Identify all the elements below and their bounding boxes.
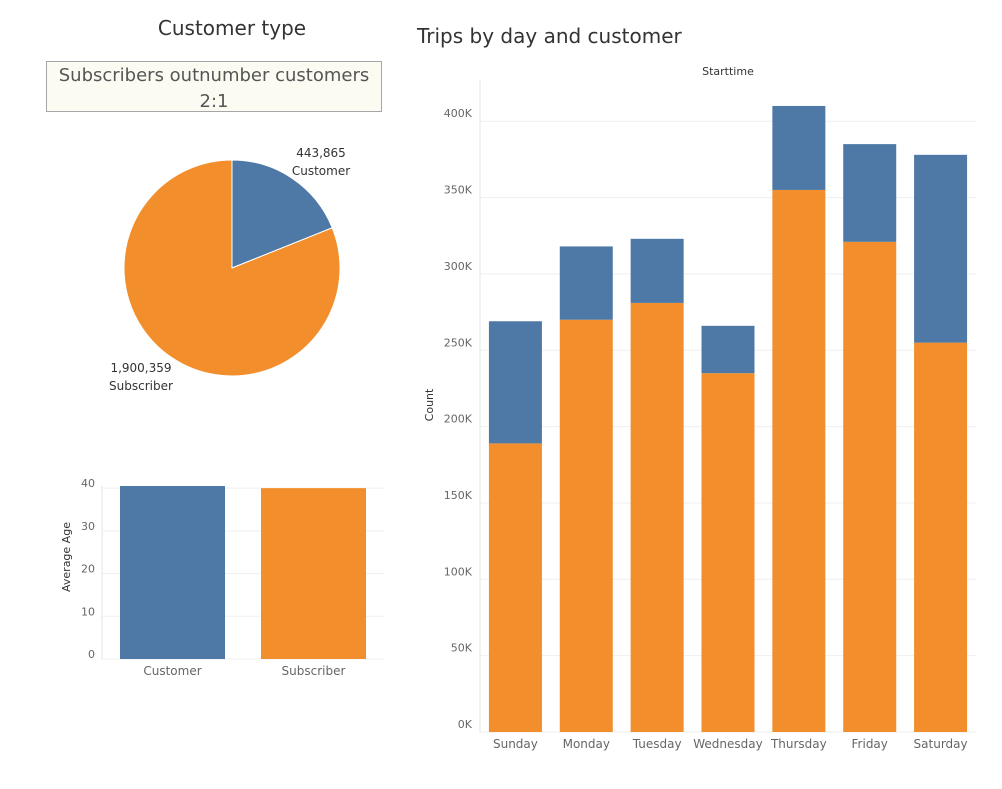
trips-y-tick-label: 100K (444, 565, 473, 578)
pie-slice-subscriber (123, 159, 341, 377)
trips-y-tick-label: 400K (444, 107, 473, 120)
trips-y-axis-title: Count (423, 388, 436, 421)
trips-x-tick-label: Saturday (914, 737, 968, 751)
trips-x-tick-label: Sunday (493, 737, 538, 751)
pie-value-label-customer: 443,865 (296, 146, 346, 160)
trips-bar-customer-monday (559, 246, 613, 320)
age-x-tick-label: Subscriber (282, 664, 346, 678)
age-y-tick-label: 20 (81, 563, 95, 576)
trips-bar-subscriber-wednesday (701, 373, 755, 732)
trips-bar-customer-friday (843, 144, 897, 242)
trips-bar-subscriber-monday (559, 319, 613, 732)
trips-x-tick-label: Friday (852, 737, 888, 751)
trips-y-tick-label: 50K (451, 642, 473, 655)
callout-text: Subscribers outnumber customers 2:1 (58, 65, 370, 112)
age-y-tick-label: 30 (81, 520, 95, 533)
trips-by-day-title: Trips by day and customer (417, 24, 682, 48)
trips-y-tick-label: 300K (444, 260, 473, 273)
trips-x-tick-label: Thursday (770, 737, 827, 751)
trips-y-tick-label: 350K (444, 184, 473, 197)
trips-x-tick-label: Wednesday (693, 737, 762, 751)
age-y-tick-label: 0 (88, 648, 95, 661)
age-bar-customer (120, 486, 225, 659)
age-y-axis-title: Average Age (60, 522, 73, 592)
trips-bar-customer-tuesday (630, 238, 684, 303)
customer-type-title: Customer type (157, 16, 307, 40)
trips-bar-subscriber-saturday (914, 342, 968, 732)
trips-bar-customer-wednesday (701, 325, 755, 374)
trips-y-tick-label: 150K (444, 489, 473, 502)
pie-slice-customer (231, 159, 333, 269)
trips-column-header: Starttime (702, 65, 754, 78)
age-bar-subscriber (261, 488, 366, 659)
trips-bar-customer-saturday (914, 154, 968, 343)
callout-box: Subscribers outnumber customers 2:1 (46, 61, 382, 112)
trips-y-tick-label: 200K (444, 413, 473, 426)
trips-bar-subscriber-sunday (488, 443, 542, 732)
trips-bar-subscriber-friday (843, 241, 897, 732)
trips-bar-customer-thursday (772, 105, 826, 190)
trips-x-tick-label: Tuesday (632, 737, 682, 751)
age-y-tick-label: 10 (81, 605, 95, 618)
age-x-tick-label: Customer (143, 664, 201, 678)
trips-x-tick-label: Monday (563, 737, 610, 751)
trips-y-tick-label: 250K (444, 336, 473, 349)
pie-category-label-subscriber: Subscriber (109, 379, 173, 393)
age-y-tick-label: 40 (81, 477, 95, 490)
trips-y-tick-label: 0K (458, 718, 473, 731)
trips-bar-subscriber-thursday (772, 189, 826, 733)
trips-bar-subscriber-tuesday (630, 302, 684, 732)
pie-category-label-customer: Customer (292, 164, 350, 178)
pie-value-label-subscriber: 1,900,359 (110, 361, 171, 375)
trips-bar-customer-sunday (488, 321, 542, 444)
